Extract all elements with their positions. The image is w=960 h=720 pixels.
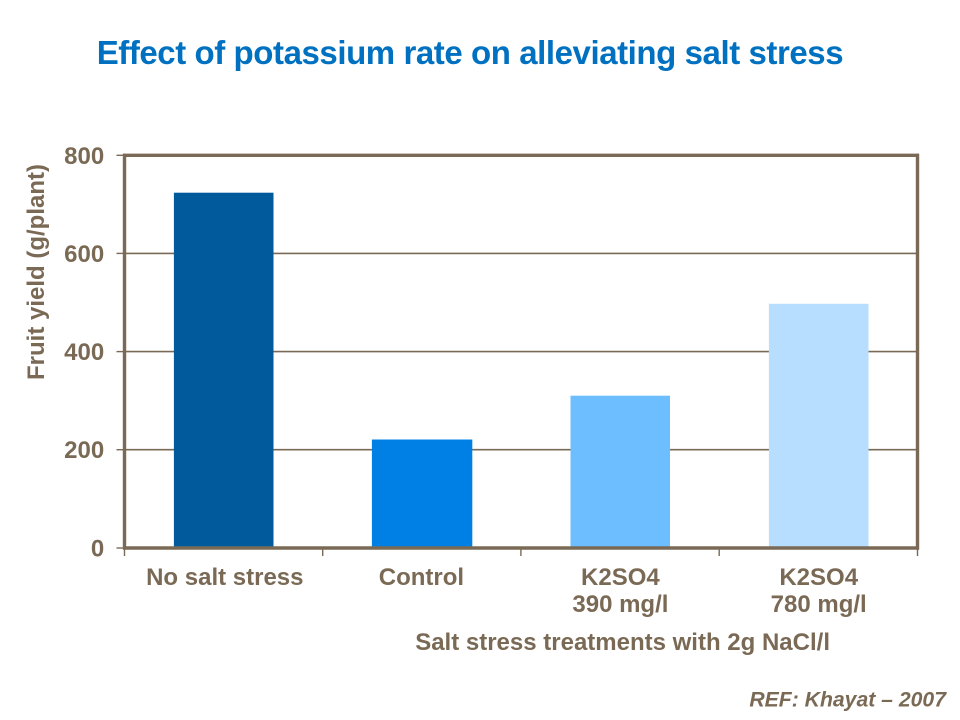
svg-text:390 mg/l: 390 mg/l [572,591,668,618]
svg-text:Salt stress treatments with 2g: Salt stress treatments with 2g NaCl/l [415,629,830,656]
svg-text:Effect of potassium rate on al: Effect of potassium rate on alleviating … [97,34,843,71]
svg-text:K2SO4: K2SO4 [779,564,858,591]
svg-text:Fruit yield (g/plant): Fruit yield (g/plant) [23,164,50,380]
svg-text:Control: Control [379,564,464,591]
svg-text:0: 0 [91,536,104,563]
svg-text:200: 200 [64,437,104,464]
svg-text:K2SO4: K2SO4 [581,564,660,591]
svg-text:780 mg/l: 780 mg/l [771,591,867,618]
svg-text:800: 800 [64,143,104,170]
svg-text:REF: Khayat – 2007: REF: Khayat – 2007 [749,689,947,712]
svg-text:400: 400 [64,339,104,366]
svg-text:600: 600 [64,241,104,268]
svg-text:No salt stress: No salt stress [146,564,303,591]
